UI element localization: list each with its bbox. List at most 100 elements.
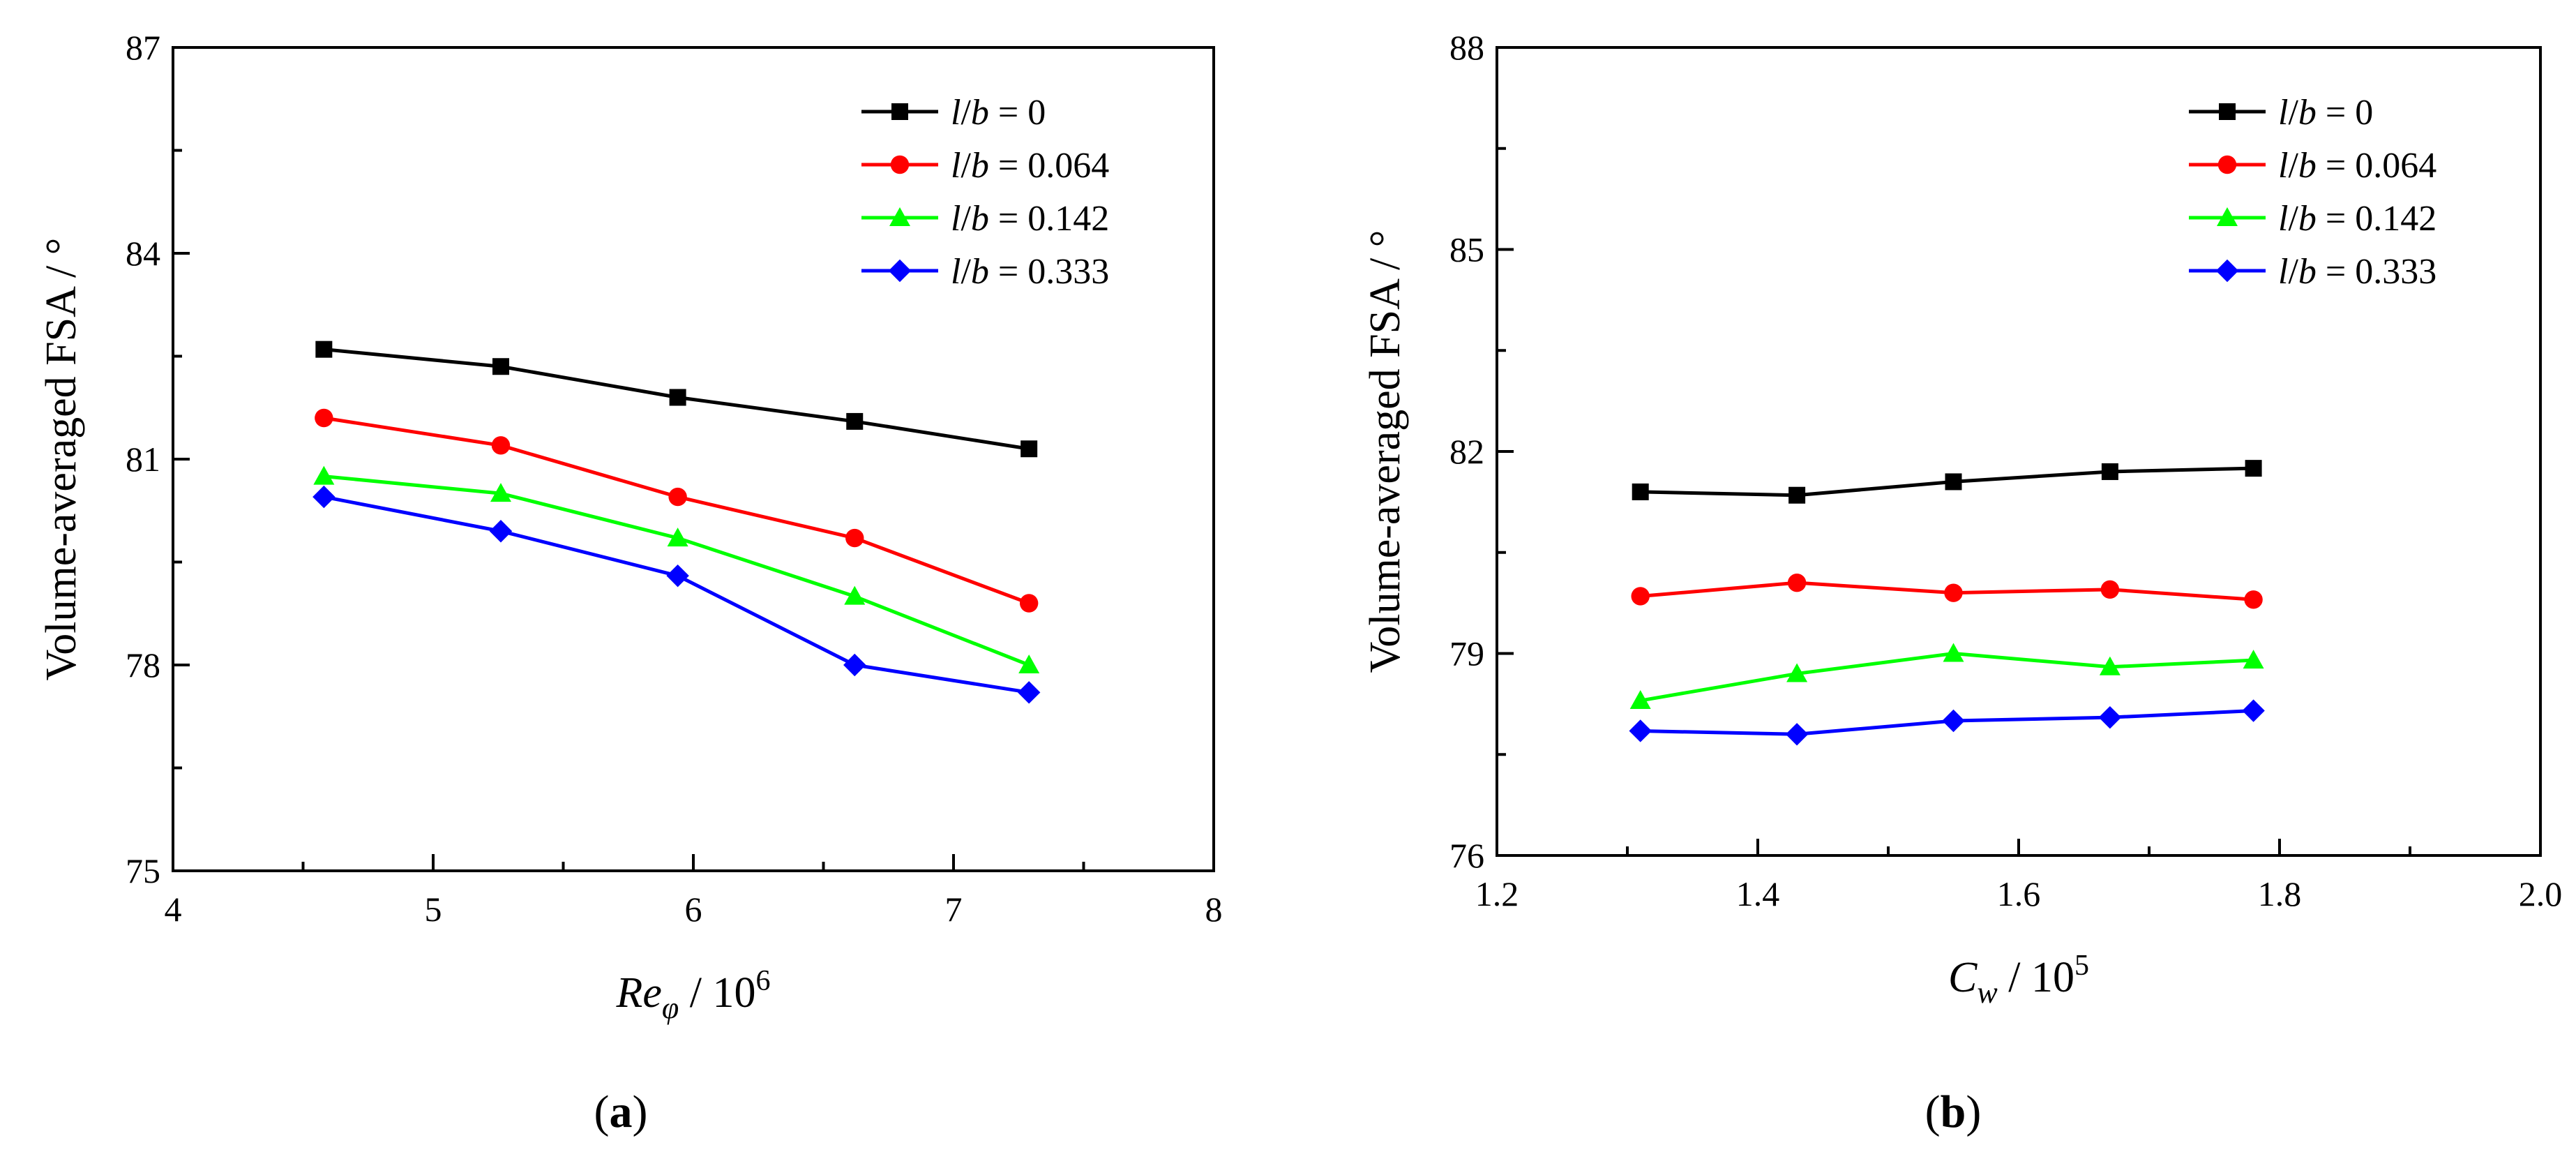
x-axis-label-sup: 6 bbox=[755, 965, 770, 997]
caption-a-letter: a bbox=[610, 1086, 633, 1137]
legend-value: = 0 bbox=[989, 93, 1046, 133]
data-point-s3-1 bbox=[489, 520, 513, 543]
legend-var2: b bbox=[2298, 146, 2317, 186]
data-point-s1-2 bbox=[668, 487, 687, 507]
data-point-s1-4 bbox=[2244, 590, 2263, 609]
x-axis-label-rest: / 10 bbox=[1998, 954, 2074, 1001]
data-point-s1-3 bbox=[2100, 580, 2120, 599]
data-point-s0-1 bbox=[1788, 486, 1806, 504]
legend-var: l bbox=[951, 93, 961, 133]
x-axis-label: Cw / 105 bbox=[1948, 950, 2089, 1010]
legend-var: l bbox=[951, 252, 961, 292]
y-tick-label: 87 bbox=[126, 28, 160, 67]
legend-value: = 0 bbox=[2317, 93, 2373, 133]
series-line-3 bbox=[323, 495, 1030, 694]
data-point-s0-0 bbox=[315, 341, 333, 358]
legend-label-3: l/b = 0.333 bbox=[951, 252, 1109, 292]
legend-label-0: l/b = 0 bbox=[951, 93, 1046, 133]
data-point-s1-0 bbox=[1631, 587, 1650, 606]
y-tick-label: 85 bbox=[1449, 230, 1484, 269]
legend-sep: / bbox=[961, 199, 971, 239]
legend-value: = 0.333 bbox=[2317, 252, 2436, 292]
x-tick-label: 1.4 bbox=[1736, 874, 1780, 913]
legend-value: = 0.064 bbox=[989, 146, 1109, 186]
data-point-s0-2 bbox=[1945, 473, 1962, 491]
legend-label-1: l/b = 0.064 bbox=[951, 146, 1109, 186]
data-point-s2-3 bbox=[844, 585, 866, 605]
legend-sep: / bbox=[2288, 93, 2298, 133]
y-tick-label: 79 bbox=[1449, 634, 1484, 673]
x-axis-label-main: C bbox=[1948, 954, 1978, 1001]
legend-value: = 0.142 bbox=[989, 199, 1109, 239]
y-tick-label: 81 bbox=[126, 440, 160, 479]
data-point-s1-3 bbox=[845, 528, 864, 548]
y-tick-label: 82 bbox=[1449, 432, 1484, 471]
legend-var: l bbox=[2278, 93, 2288, 133]
y-axis-label: Volume-averaged FSA / ° bbox=[38, 238, 85, 681]
x-axis-label-sup: 5 bbox=[2074, 950, 2089, 982]
legend-var: l bbox=[2278, 146, 2288, 186]
legend-marker-2 bbox=[2217, 207, 2238, 226]
caption-a: (a) bbox=[594, 1086, 648, 1137]
data-point-s3-4 bbox=[2242, 699, 2265, 722]
data-point-s2-1 bbox=[1786, 663, 1808, 682]
x-tick-label: 6 bbox=[685, 890, 702, 929]
x-axis-label: Reφ / 106 bbox=[616, 965, 771, 1025]
y-tick-label: 76 bbox=[1449, 836, 1484, 875]
legend-var: l bbox=[951, 199, 961, 239]
legend-label-2: l/b = 0.142 bbox=[951, 199, 1109, 239]
legend-var2: b bbox=[971, 93, 989, 133]
data-point-s1-4 bbox=[1019, 594, 1039, 613]
legend-label-0: l/b = 0 bbox=[2278, 93, 2373, 133]
legend-var2: b bbox=[971, 146, 989, 186]
data-point-s2-2 bbox=[667, 528, 688, 547]
x-axis-label-rest: / 10 bbox=[679, 969, 755, 1017]
legend-var: l bbox=[951, 146, 961, 186]
y-tick-label: 88 bbox=[1449, 28, 1484, 67]
legend-var2: b bbox=[971, 252, 989, 292]
legend-var2: b bbox=[971, 199, 989, 239]
x-tick-label: 4 bbox=[165, 890, 182, 929]
legend-sep: / bbox=[2288, 199, 2298, 239]
data-point-s3-1 bbox=[1785, 723, 1809, 746]
data-point-s0-1 bbox=[492, 358, 509, 375]
y-axis-label: Volume-averaged FSA / ° bbox=[1362, 230, 1409, 673]
data-point-s3-3 bbox=[2098, 705, 2122, 729]
data-point-s1-0 bbox=[315, 408, 333, 428]
caption-b-letter: b bbox=[1941, 1086, 1966, 1137]
data-point-s2-4 bbox=[2243, 650, 2264, 669]
legend-label-3: l/b = 0.333 bbox=[2278, 252, 2436, 292]
x-axis-label-sub: w bbox=[1977, 975, 1998, 1010]
y-tick-label: 78 bbox=[126, 645, 160, 685]
data-point-s1-1 bbox=[491, 436, 511, 455]
data-point-s0-3 bbox=[846, 412, 864, 430]
legend-marker-1 bbox=[890, 155, 910, 174]
data-point-s3-0 bbox=[312, 485, 336, 509]
y-tick-label: 84 bbox=[126, 234, 160, 273]
legend-marker-3 bbox=[2215, 259, 2239, 283]
legend-sep: / bbox=[961, 93, 971, 133]
legend-var: l bbox=[2278, 252, 2288, 292]
data-point-s3-2 bbox=[1942, 709, 1965, 733]
legend-var2: b bbox=[2298, 93, 2317, 133]
data-point-s1-1 bbox=[1787, 573, 1807, 592]
data-point-s2-3 bbox=[2099, 656, 2121, 675]
x-tick-label: 1.2 bbox=[1475, 874, 1519, 913]
panel-b-chart: 1.2 1.4 1.6 1.8 2.0 76 79 82 85 88 Volume-averaged… bbox=[1362, 28, 2562, 1010]
x-tick-label: 1.6 bbox=[1997, 874, 2041, 913]
data-point-s2-4 bbox=[1018, 655, 1040, 673]
legend-sep: / bbox=[961, 252, 971, 292]
legend-sep: / bbox=[2288, 146, 2298, 186]
data-point-s2-0 bbox=[313, 465, 335, 485]
x-tick-label: 7 bbox=[945, 890, 963, 929]
data-point-s1-2 bbox=[1944, 583, 1963, 602]
legend-value: = 0.142 bbox=[2317, 199, 2436, 239]
data-point-s3-4 bbox=[1017, 681, 1041, 704]
data-point-s3-3 bbox=[843, 653, 866, 677]
x-axis-label-main: Re bbox=[616, 969, 662, 1017]
legend-label-1: l/b = 0.064 bbox=[2278, 146, 2436, 186]
data-point-s0-4 bbox=[2245, 460, 2262, 477]
caption-b: (b) bbox=[1925, 1086, 1982, 1137]
